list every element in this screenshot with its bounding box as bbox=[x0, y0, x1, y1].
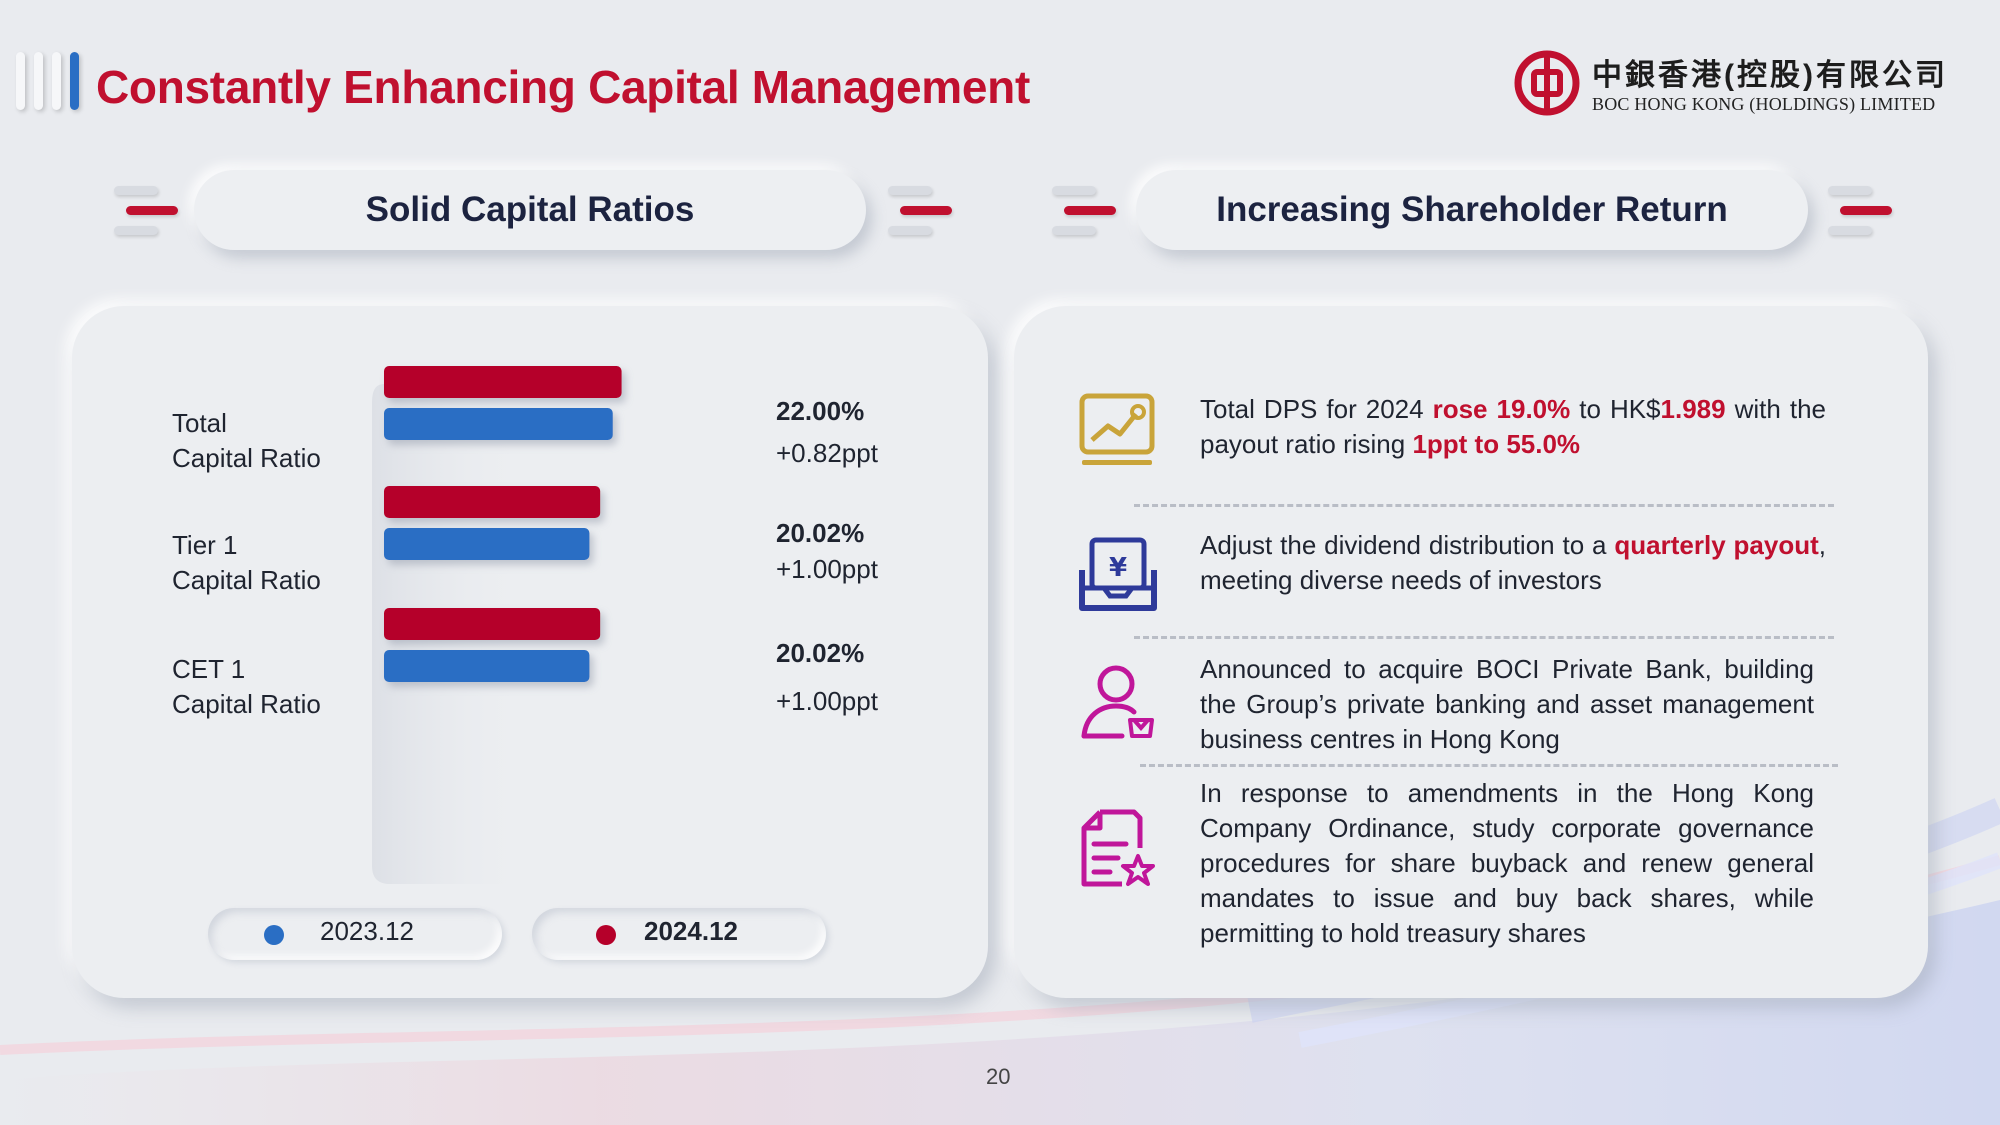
legend-label-2023: 2023.12 bbox=[320, 916, 414, 946]
capital-ratios-card: Total Capital Ratio Tier 1 Capital Ratio CET… bbox=[72, 306, 988, 998]
highlight-text: Announced to acquire BOCI Private Bank, … bbox=[1200, 654, 1814, 754]
legend-dot-2024 bbox=[596, 925, 616, 945]
value-label: 22.00% bbox=[776, 396, 865, 426]
highlight-text: In response to amendments in the Hong Ko… bbox=[1200, 778, 1814, 948]
category-label: CET 1 Capital Ratio bbox=[172, 654, 321, 719]
svg-text:¥: ¥ bbox=[1109, 553, 1127, 583]
page-number: 20 bbox=[986, 1064, 1011, 1089]
divider bbox=[1140, 764, 1838, 767]
highlight-text: Total DPS for 2024 rose 19.0% to HK$1.98… bbox=[1200, 394, 1826, 459]
shareholder-return-card: Total DPS for 2024 rose 19.0% to HK$1.98… bbox=[1014, 306, 1928, 998]
section-dashes-right bbox=[1828, 186, 1896, 236]
category-label: Total Capital Ratio bbox=[172, 408, 321, 473]
divider bbox=[1134, 504, 1834, 507]
section-header-shareholder: Increasing Shareholder Return bbox=[1048, 170, 1898, 250]
legend-item-2024: 2024.12 bbox=[532, 908, 826, 960]
change-label: +1.00ppt bbox=[776, 554, 878, 584]
title-decoration-bars bbox=[16, 52, 79, 110]
capital-ratio-chart bbox=[372, 366, 622, 884]
divider bbox=[1134, 636, 1834, 639]
section-title-shareholder: Increasing Shareholder Return bbox=[1136, 170, 1808, 250]
bar-2024-12-2 bbox=[384, 486, 601, 518]
value-label: 20.02% bbox=[776, 518, 865, 548]
bar-2024-12-1 bbox=[384, 366, 622, 398]
section-header-capital: Solid Capital Ratios bbox=[110, 170, 960, 250]
logo-english-name: BOC HONG KONG (HOLDINGS) LIMITED bbox=[1592, 94, 1936, 114]
category-label: Tier 1 Capital Ratio bbox=[172, 530, 321, 595]
highlight-text: Adjust the dividend distribution to a qu… bbox=[1200, 530, 1826, 595]
bar-2023-12-2 bbox=[384, 528, 590, 560]
legend-label-2024: 2024.12 bbox=[644, 916, 738, 946]
private-banking-person-icon bbox=[1081, 665, 1154, 739]
section-dashes-left bbox=[1048, 186, 1116, 236]
change-label: +1.00ppt bbox=[776, 686, 878, 716]
logo-chinese-name: 中銀香港(控股)有限公司 bbox=[1592, 59, 1948, 92]
bar-2024-12-3 bbox=[384, 608, 601, 640]
change-label: +0.82ppt bbox=[776, 438, 878, 468]
dividend-yen-icon: ¥ bbox=[1079, 537, 1157, 611]
section-dashes-right bbox=[888, 186, 956, 236]
section-dashes-left bbox=[110, 186, 178, 236]
legend-item-2023: 2023.12 bbox=[208, 908, 502, 960]
bar-2023-12-1 bbox=[384, 408, 613, 440]
company-logo: 中銀香港(控股)有限公司 BOC HONG KONG (HOLDINGS) LI… bbox=[1514, 50, 1954, 120]
value-label: 20.02% bbox=[776, 638, 865, 668]
bar-2023-12-3 bbox=[384, 650, 590, 682]
boc-logo-icon bbox=[1514, 50, 1580, 116]
section-title-capital: Solid Capital Ratios bbox=[194, 170, 866, 250]
legend-dot-2023 bbox=[264, 925, 284, 945]
chart-growth-icon bbox=[1079, 393, 1155, 465]
page-title: Constantly Enhancing Capital Management bbox=[96, 61, 1030, 113]
governance-document-icon bbox=[1081, 809, 1155, 887]
